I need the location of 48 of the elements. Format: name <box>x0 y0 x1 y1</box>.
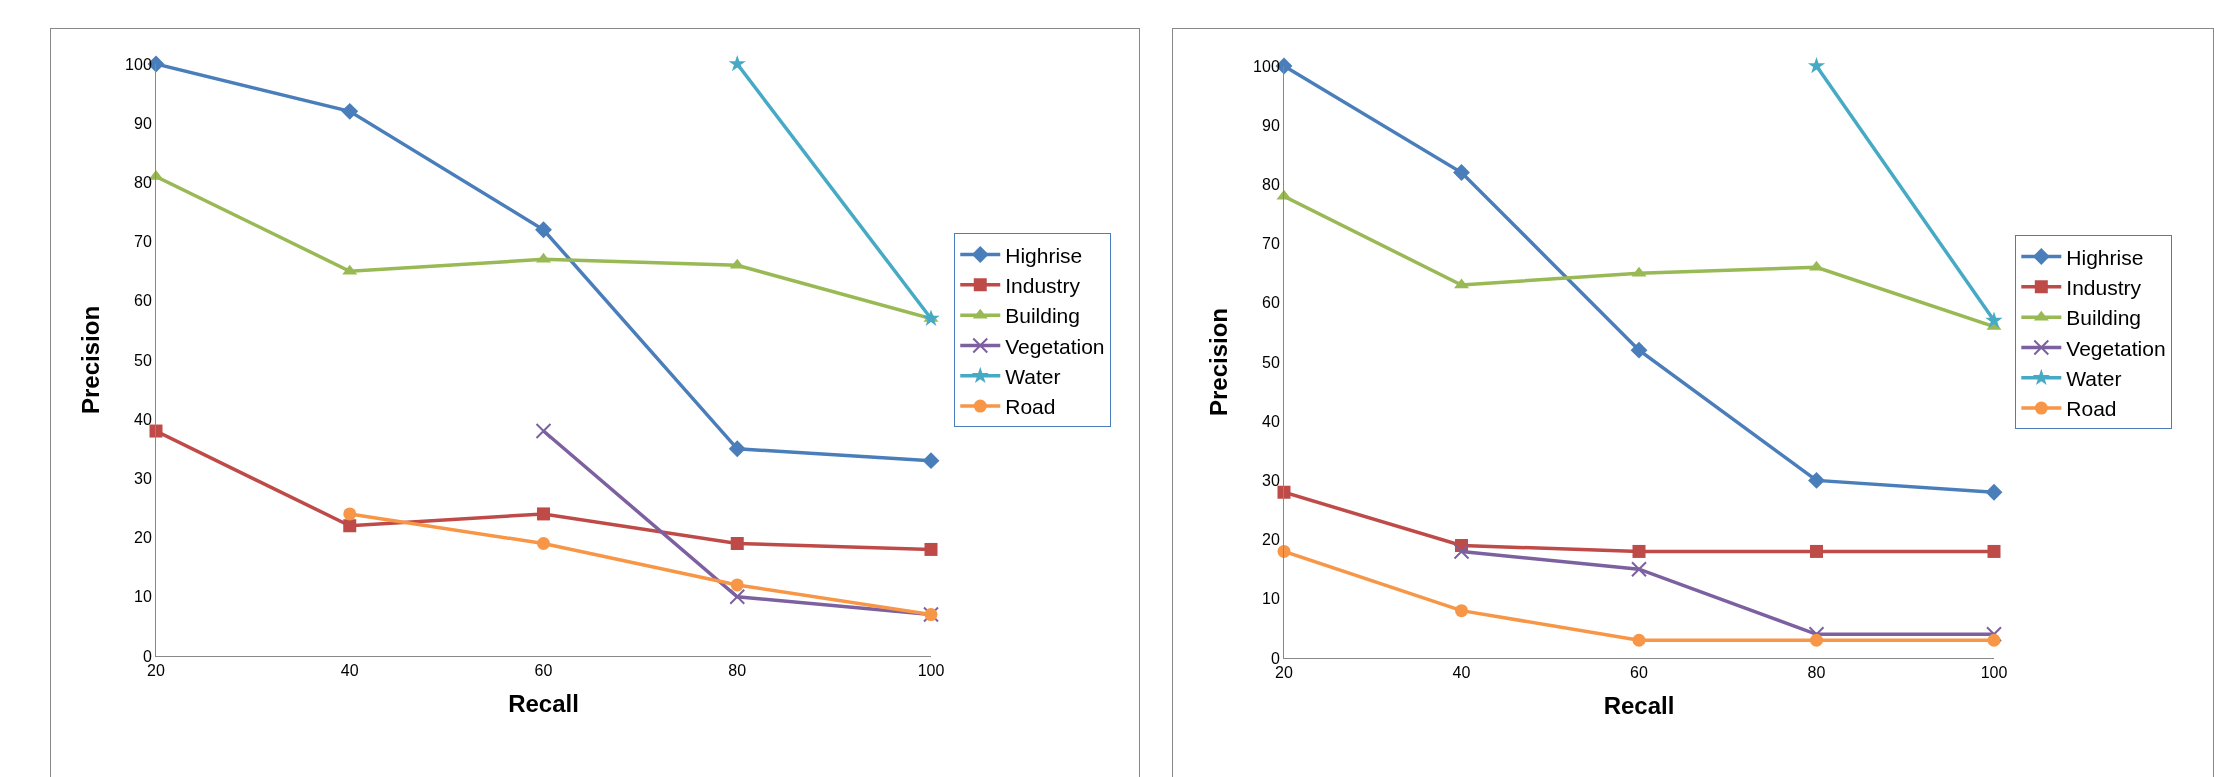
y-tick-label: 20 <box>134 529 152 547</box>
y-tick-label: 100 <box>125 55 152 73</box>
x-tick-label: 40 <box>1452 664 1471 682</box>
x-tick-label: 20 <box>1275 664 1293 682</box>
legend-label: Highrise <box>1005 243 1083 267</box>
y-tick-label: 0 <box>1270 649 1280 667</box>
legend-label: Water <box>2066 366 2122 390</box>
y-tick-label: 50 <box>134 351 152 369</box>
x-axis-title: Recall <box>508 689 579 717</box>
x-tick-label: 20 <box>147 662 165 680</box>
y-tick-label: 30 <box>134 470 152 487</box>
legend-label: Highrise <box>2066 245 2144 269</box>
legend-label: Road <box>1005 395 1056 419</box>
x-tick-label: 80 <box>1807 664 1826 682</box>
legend-label: Water <box>1005 364 1061 388</box>
x-axis-title: Recall <box>1603 691 1675 719</box>
y-tick-label: 100 <box>1253 57 1280 75</box>
legend-label: Industry <box>1005 274 1081 298</box>
y-tick-label: 60 <box>134 292 152 310</box>
y-axis-title: Precision <box>77 305 105 415</box>
legend-label: Building <box>2066 306 2142 330</box>
legend-label: Building <box>1005 304 1080 328</box>
x-tick-label: 100 <box>917 662 945 680</box>
y-tick-label: 20 <box>1262 531 1280 549</box>
legend-label: Industry <box>2066 276 2142 300</box>
y-axis-title: Precision <box>1205 307 1233 417</box>
y-tick-label: 50 <box>1262 353 1280 371</box>
y-tick-label: 0 <box>142 647 152 665</box>
y-tick-label: 40 <box>1262 412 1280 430</box>
legend-label: Vegetation <box>1005 334 1105 358</box>
y-tick-label: 30 <box>1262 472 1280 489</box>
legend-label: Vegetation <box>2066 336 2166 360</box>
y-tick-label: 10 <box>1262 590 1280 608</box>
y-tick-label: 70 <box>1262 235 1280 253</box>
y-tick-label: 60 <box>1262 294 1280 312</box>
y-tick-label: 90 <box>1262 116 1280 134</box>
legend-label: Road <box>2066 397 2117 421</box>
y-tick-label: 70 <box>134 233 152 251</box>
x-tick-label: 60 <box>1630 664 1648 682</box>
x-tick-label: 40 <box>340 662 359 680</box>
x-tick-label: 100 <box>1980 664 2008 682</box>
x-tick-label: 60 <box>534 662 553 680</box>
y-tick-label: 10 <box>134 588 152 606</box>
y-tick-label: 80 <box>1262 176 1280 193</box>
y-tick-label: 90 <box>134 114 152 132</box>
y-tick-label: 40 <box>134 410 152 428</box>
x-tick-label: 80 <box>728 662 747 680</box>
y-tick-label: 80 <box>134 174 152 191</box>
